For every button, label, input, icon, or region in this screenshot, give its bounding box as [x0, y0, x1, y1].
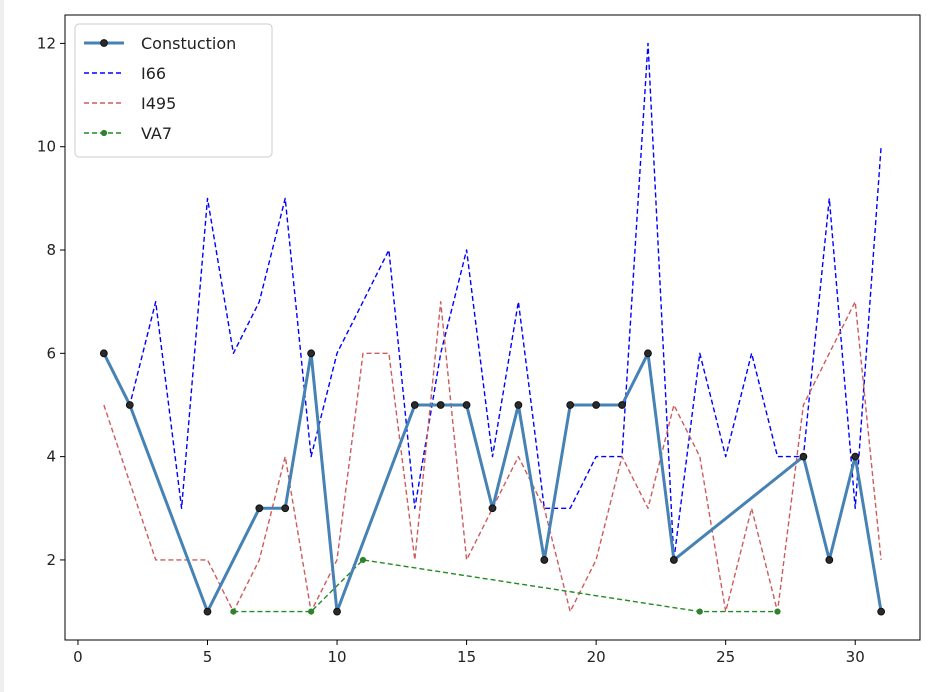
y-tick-label: 10	[37, 138, 56, 156]
x-axis: 0 5 10 15 20 25 30	[73, 640, 865, 666]
data-point-constuction	[488, 504, 497, 513]
x-tick-label: 0	[73, 648, 83, 666]
data-point-constuction	[799, 452, 808, 461]
y-axis: 2 4 6 8 10 12	[37, 34, 65, 569]
x-tick-label: 10	[327, 648, 346, 666]
data-point-va7	[308, 608, 315, 615]
legend-label: I495	[141, 94, 176, 113]
data-point-constuction	[333, 607, 341, 616]
data-point-constuction	[436, 401, 445, 409]
data-point-va7	[774, 608, 781, 615]
data-point-constuction	[462, 401, 471, 409]
data-point-constuction	[281, 504, 290, 513]
legend-label: I66	[141, 64, 166, 83]
data-point-constuction	[540, 556, 549, 564]
data-point-constuction	[514, 401, 523, 409]
marker-layer	[99, 349, 886, 616]
data-point-constuction	[203, 607, 212, 616]
data-point-va7	[696, 608, 703, 615]
legend-box	[74, 23, 273, 158]
data-point-constuction	[566, 401, 575, 409]
plot-area-frame	[64, 14, 921, 641]
legend: Constuction I66 I495 VA7	[74, 23, 273, 158]
data-point-constuction	[255, 504, 264, 513]
data-point-constuction	[592, 401, 601, 409]
data-point-constuction	[825, 556, 834, 564]
series-line-va7	[233, 559, 778, 613]
x-tick-label: 25	[716, 648, 735, 666]
y-tick-label: 4	[46, 448, 56, 466]
data-point-va7	[359, 556, 367, 564]
data-point-constuction	[125, 401, 134, 409]
legend-marker	[100, 129, 108, 137]
legend-label: VA7	[141, 124, 172, 143]
y-tick-label: 12	[37, 34, 56, 52]
series-line-constuction	[102, 351, 883, 614]
data-point-constuction	[644, 349, 652, 358]
data-point-constuction	[669, 556, 678, 564]
data-point-constuction	[99, 349, 108, 358]
legend-label: Constuction	[141, 34, 236, 53]
x-tick-label: 20	[587, 648, 606, 666]
figure-left-edge	[0, 0, 4, 692]
series-line-i66	[103, 42, 882, 561]
x-tick-label: 15	[457, 648, 476, 666]
data-point-constuction	[851, 452, 860, 461]
x-tick-label: 30	[846, 648, 865, 666]
y-tick-label: 6	[46, 344, 56, 362]
x-tick-label: 5	[203, 648, 213, 666]
legend-marker	[100, 39, 108, 47]
data-point-constuction	[307, 349, 316, 358]
y-tick-label: 8	[46, 241, 56, 259]
y-tick-label: 2	[46, 551, 56, 569]
data-point-va7	[230, 608, 237, 615]
data-point-constuction	[618, 401, 626, 409]
data-point-constuction	[877, 607, 886, 616]
data-point-constuction	[410, 401, 419, 409]
